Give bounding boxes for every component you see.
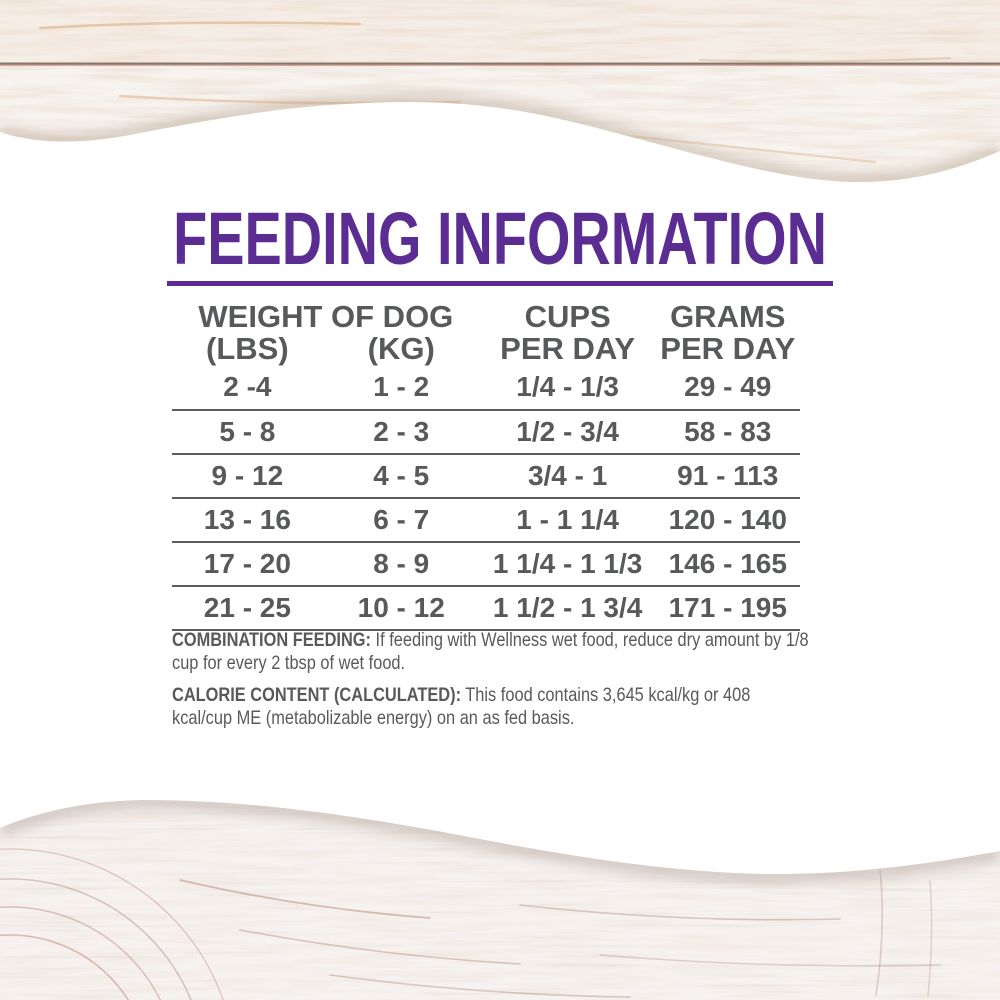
cell-kg: 1 - 2 (373, 371, 430, 402)
table-row: 17 - 20 8 - 9 1 1/4 - 1 1/3 146 - 165 (172, 543, 800, 587)
note-label: COMBINATION FEEDING: (172, 629, 371, 651)
note-label: CALORIE CONTENT (CALCULATED): (172, 684, 462, 706)
header-kg: (KG) (367, 331, 435, 366)
cell-cups: 3/4 - 1 (527, 460, 608, 491)
cell-lbs: 13 - 16 (203, 504, 291, 535)
cell-cups: 1 1/2 - 1 3/4 (492, 592, 643, 623)
cell-lbs: 2 -4 (223, 371, 272, 402)
cell-cups: 1 - 1 1/4 (516, 504, 619, 535)
table-body: 2 -4 1 - 2 1/4 - 1/3 29 - 49 5 - 8 2 - 3… (172, 365, 800, 631)
table-row: 2 -4 1 - 2 1/4 - 1/3 29 - 49 (172, 365, 800, 411)
header-cups-line2: PER DAY (500, 331, 636, 366)
cell-lbs: 17 - 20 (203, 548, 291, 579)
table-header: WEIGHT OF DOG CUPS GRAMS (LBS) (KG) PER … (172, 301, 800, 364)
cell-grams: 58 - 83 (684, 416, 772, 447)
wood-plank-top (0, 0, 1000, 182)
cell-kg: 2 - 3 (373, 416, 430, 447)
header-grams-line1: GRAMS (670, 299, 786, 334)
cell-kg: 6 - 7 (373, 504, 430, 535)
note-combination-feeding: COMBINATION FEEDING: If feeding with Wel… (172, 629, 836, 675)
cell-cups: 1 1/4 - 1 1/3 (492, 548, 643, 579)
header-cups-line1: CUPS (524, 299, 611, 334)
cell-grams: 120 - 140 (668, 504, 787, 535)
cell-cups: 1/2 - 3/4 (516, 416, 619, 447)
wood-plank-bottom (0, 800, 1000, 1000)
cell-lbs: 9 - 12 (211, 460, 284, 491)
plank-seam-top (0, 62, 1000, 66)
cell-kg: 4 - 5 (373, 460, 430, 491)
table-row: 9 - 12 4 - 5 3/4 - 1 91 - 113 (172, 455, 800, 499)
cell-lbs: 5 - 8 (219, 416, 276, 447)
header-weight-of-dog: WEIGHT OF DOG (198, 299, 454, 334)
page-title-text: FEEDING INFORMATION (173, 197, 827, 280)
cell-grams: 146 - 165 (668, 548, 787, 579)
cell-grams: 91 - 113 (677, 460, 779, 491)
cell-kg: 8 - 9 (373, 548, 430, 579)
page-title: FEEDING INFORMATION (0, 202, 1000, 276)
footnotes: COMBINATION FEEDING: If feeding with Wel… (172, 629, 836, 739)
note-text: This food contains 3,645 kcal/kg or 408 … (172, 684, 751, 729)
title-underline (167, 281, 833, 286)
cell-kg: 10 - 12 (357, 592, 445, 623)
table-row: 5 - 8 2 - 3 1/2 - 3/4 58 - 83 (172, 411, 800, 455)
cell-grams: 29 - 49 (684, 371, 772, 402)
header-lbs: (LBS) (206, 331, 289, 366)
note-calorie-content: CALORIE CONTENT (CALCULATED): This food … (172, 684, 836, 730)
header-grams-line2: PER DAY (660, 331, 796, 366)
note-text: If feeding with Wellness wet food, reduc… (172, 629, 809, 674)
wood-grain-streaks-bottom (0, 848, 941, 1000)
feeding-table: WEIGHT OF DOG CUPS GRAMS (LBS) (KG) PER … (172, 301, 800, 631)
cell-grams: 171 - 195 (668, 592, 787, 623)
cell-cups: 1/4 - 1/3 (516, 371, 619, 402)
table-row: 21 - 25 10 - 12 1 1/2 - 1 3/4 171 - 195 (172, 587, 800, 631)
table-row: 13 - 16 6 - 7 1 - 1 1/4 120 - 140 (172, 499, 800, 543)
cell-lbs: 21 - 25 (203, 592, 291, 623)
